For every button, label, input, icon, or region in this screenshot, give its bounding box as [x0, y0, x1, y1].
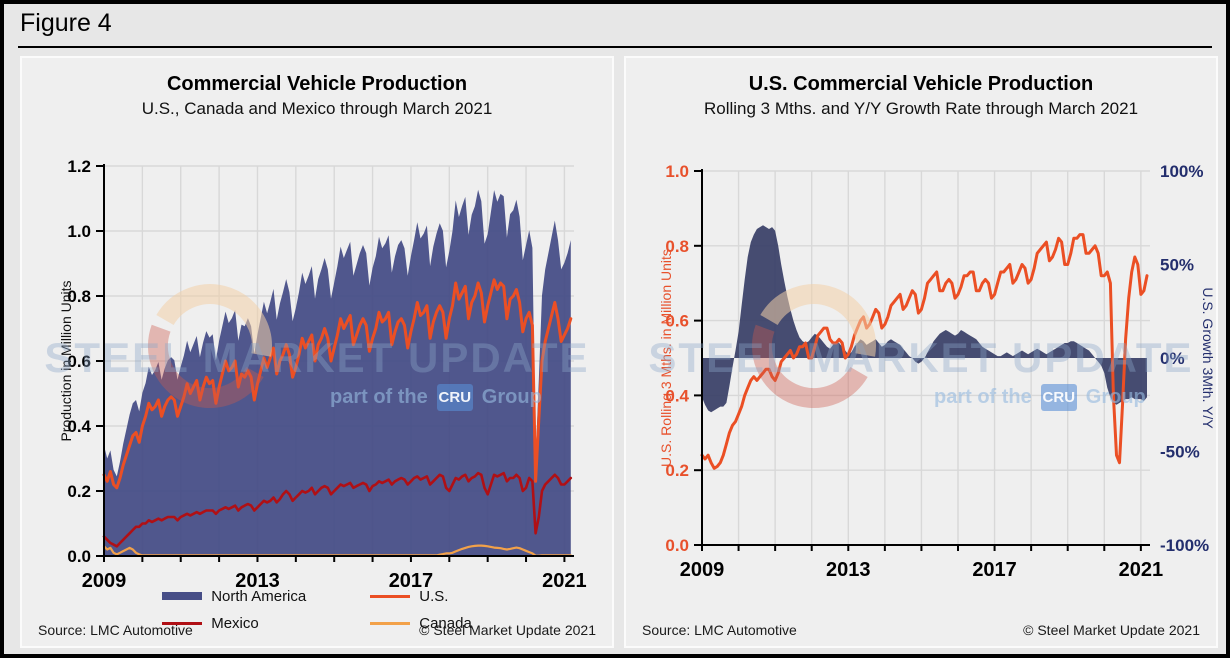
svg-text:0%: 0% [1160, 349, 1185, 368]
production-chart-plot: 0.0 0.2 0.4 0.6 0.8 1.0 1.2 2009 2013 2017 2021 [67, 157, 587, 592]
us-swatch [370, 594, 411, 598]
svg-text:2017: 2017 [972, 559, 1017, 581]
legend-label: U.S. [419, 587, 449, 605]
chart-title: U.S. Commercial Vehicle Production [748, 73, 1094, 95]
svg-text:1.0: 1.0 [67, 222, 91, 241]
svg-text:0.0: 0.0 [665, 536, 689, 555]
svg-text:-50%: -50% [1160, 443, 1200, 462]
svg-text:0.2: 0.2 [67, 482, 91, 501]
copyright-text: © Steel Market Update 2021 [419, 622, 596, 638]
source-text: Source: LMC Automotive [642, 622, 797, 638]
svg-text:0.8: 0.8 [665, 237, 689, 256]
svg-text:2013: 2013 [826, 559, 871, 581]
svg-text:0.6: 0.6 [665, 312, 689, 331]
left-y-axis-title: U.S. Rolling 3 Mths. in Million Units [658, 249, 674, 467]
right-y-axis-title: U.S. Growth 3Mth. Y/Y [1200, 287, 1216, 429]
svg-text:2021: 2021 [1119, 559, 1164, 581]
svg-text:2017: 2017 [389, 570, 434, 592]
chart-title: Commercial Vehicle Production [166, 73, 468, 95]
svg-text:2021: 2021 [542, 570, 587, 592]
svg-text:0.6: 0.6 [67, 352, 91, 371]
legend-item-mexico: Mexico [162, 613, 306, 633]
svg-text:0.2: 0.2 [665, 461, 689, 480]
legend-item-canada: Canada [370, 613, 472, 633]
svg-text:0.0: 0.0 [67, 547, 91, 566]
north-america-swatch [162, 592, 203, 600]
legend-label: Canada [419, 614, 472, 632]
legend-item-north-america: North America [162, 586, 306, 606]
growth-chart-plot: 0.0 0.2 0.4 0.6 0.8 1.0 100% 50% 0% -50% -100% 2009… [665, 162, 1209, 581]
legend-label: North America [211, 587, 307, 605]
panel-production-chart: Commercial Vehicle Production U.S., Cana… [20, 56, 614, 648]
legend: North America Mexico U.S. Canada [22, 586, 612, 633]
svg-text:50%: 50% [1160, 256, 1194, 275]
header-rule [18, 46, 1212, 48]
chart-subtitle: Rolling 3 Mths. and Y/Y Growth Rate thro… [703, 99, 1139, 118]
svg-text:100%: 100% [1160, 162, 1203, 181]
y-axis-title: Production in Million Units [58, 280, 74, 442]
legend-item-us: U.S. [370, 586, 472, 606]
svg-text:0.8: 0.8 [67, 287, 91, 306]
figure-label: Figure 4 [20, 9, 112, 37]
svg-text:2009: 2009 [82, 570, 127, 592]
copyright-text: © Steel Market Update 2021 [1023, 622, 1200, 638]
svg-text:0.4: 0.4 [67, 417, 91, 436]
legend-label: Mexico [211, 614, 259, 632]
svg-text:1.2: 1.2 [67, 157, 91, 176]
svg-text:0.4: 0.4 [665, 386, 689, 405]
svg-text:-100%: -100% [1160, 536, 1209, 555]
svg-text:2009: 2009 [680, 559, 725, 581]
source-text: Source: LMC Automotive [38, 622, 193, 638]
svg-text:1.0: 1.0 [665, 162, 689, 181]
svg-text:2013: 2013 [235, 570, 280, 592]
chart-subtitle: U.S., Canada and Mexico through March 20… [141, 99, 493, 118]
mexico-swatch [162, 621, 203, 625]
panel-growth-chart: U.S. Commercial Vehicle Production Rolli… [624, 56, 1218, 648]
canada-swatch [370, 621, 411, 625]
